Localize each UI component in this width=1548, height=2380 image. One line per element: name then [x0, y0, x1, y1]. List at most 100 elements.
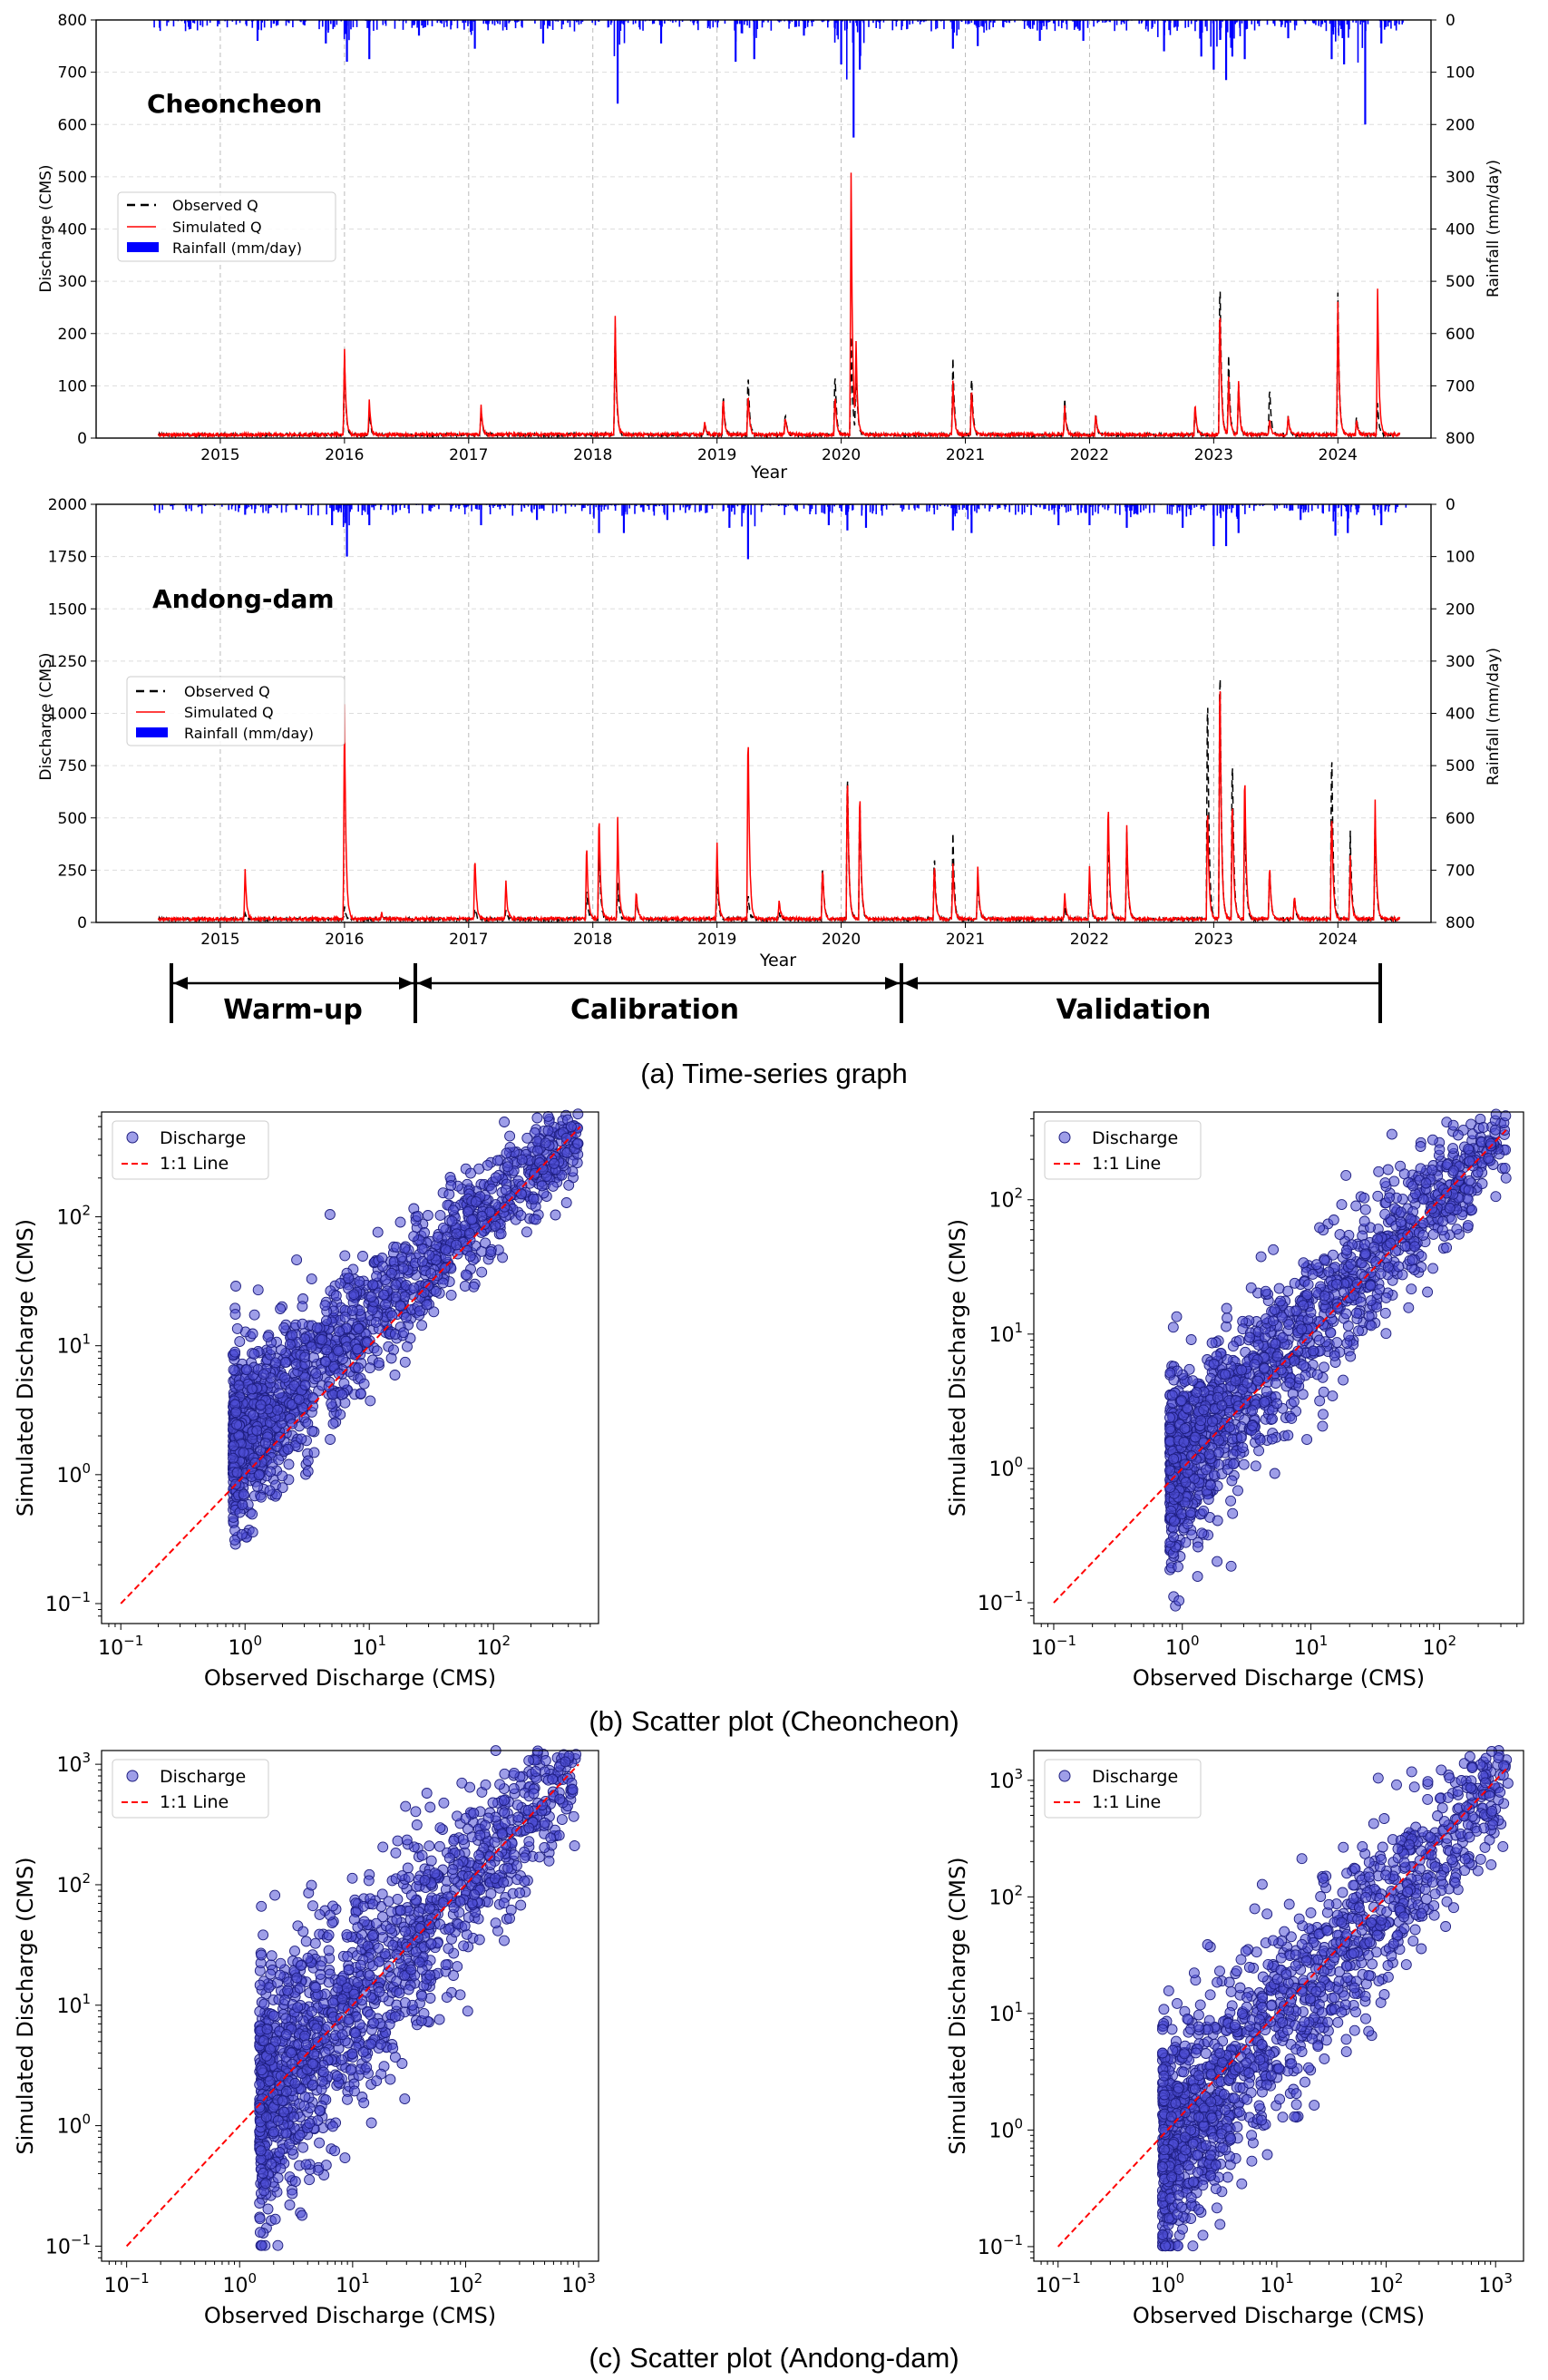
scatter-point — [287, 1418, 298, 1429]
ts-andong-y2label: Rainfall (mm/day) — [1485, 648, 1503, 785]
scatter-point — [1227, 1507, 1239, 1519]
scatter-point — [563, 1179, 575, 1191]
x-tick-label: 2017 — [449, 931, 488, 949]
scatter-point — [308, 1351, 319, 1363]
scatter-point — [516, 1154, 528, 1166]
scatter-point — [1386, 1128, 1397, 1140]
scatter-point — [371, 1345, 383, 1357]
y2-tick-label: 700 — [1446, 862, 1475, 880]
scatter-point — [293, 1394, 305, 1405]
scatter-point — [521, 1226, 532, 1238]
scatter-point — [307, 1425, 318, 1437]
scatter-point — [255, 1399, 267, 1410]
scatter-point — [1221, 1302, 1232, 1314]
scatter-point — [1314, 1395, 1326, 1407]
scatter-point — [273, 1388, 285, 1400]
scatter-point — [390, 1291, 402, 1302]
scatter-point — [408, 1231, 420, 1243]
scatter-point — [1185, 1334, 1197, 1345]
scatter-point — [430, 1286, 442, 1297]
scatter-point — [1336, 1199, 1348, 1211]
scatter-point — [1441, 1242, 1453, 1253]
scatter-point — [1476, 1178, 1488, 1189]
scatter-point — [308, 1447, 320, 1458]
y-tick-label: 600 — [58, 116, 87, 134]
scatter-point — [1334, 1229, 1346, 1241]
ts-cheoncheon-legend-simulated: Simulated Q — [172, 219, 262, 236]
scatter-point — [335, 1409, 346, 1420]
scatter-point — [542, 1125, 554, 1136]
y2-tick-label: 800 — [1446, 914, 1475, 932]
scatter-point — [422, 1210, 433, 1221]
x-tick-label: 2020 — [822, 446, 861, 464]
scatter-point — [1490, 1191, 1502, 1203]
scatter-point — [1463, 1143, 1475, 1155]
scatter-point — [229, 1309, 241, 1321]
y-tick-label: 700 — [58, 64, 87, 83]
scatter-point — [353, 1322, 365, 1334]
scatter-point — [445, 1180, 457, 1192]
scatter-point — [434, 1209, 446, 1221]
scatter-point — [1232, 1485, 1243, 1497]
scatter-point — [1318, 1409, 1329, 1420]
scatter-point — [1250, 1460, 1261, 1472]
scatter-point — [1289, 1277, 1300, 1289]
scatter-point — [412, 1211, 424, 1222]
scatter-point — [1342, 1320, 1354, 1331]
scatter-point — [247, 1508, 258, 1520]
scatter-point — [1298, 1257, 1309, 1269]
scatter-legend: Discharge 1:1 Line — [112, 1120, 269, 1180]
scatter-point — [1499, 1162, 1511, 1174]
scatter-point — [346, 1304, 358, 1316]
scatter-point — [385, 1352, 397, 1364]
period-label-warmup: Warm-up — [223, 994, 363, 1026]
scatter-point — [353, 1362, 365, 1374]
ts-andong-legend-box — [126, 676, 346, 746]
scatter-point — [437, 1222, 449, 1234]
scatter-point — [279, 1357, 291, 1369]
scatter-point — [291, 1254, 303, 1266]
scatter-point — [1373, 1166, 1385, 1177]
scatter-point — [247, 1328, 258, 1340]
scatter-point — [445, 1289, 457, 1301]
x-tick-label: 2024 — [1319, 446, 1358, 464]
scatter-point — [338, 1378, 350, 1390]
scatter-point — [316, 1333, 328, 1345]
scatter-point — [402, 1341, 413, 1352]
scatter-point — [1345, 1351, 1357, 1362]
ts-andong-legend: Observed Q Simulated Q Rainfall (mm/day) — [126, 676, 346, 746]
scatter-point — [231, 1322, 243, 1334]
x-axis-label: Observed Discharge (CMS) — [204, 1665, 496, 1691]
y-tick-label: 0 — [77, 430, 87, 448]
scatter-point — [343, 1273, 355, 1284]
scatter-point — [238, 1488, 249, 1500]
scatter-point — [396, 1252, 408, 1263]
y-tick-label: 500 — [58, 810, 87, 828]
scatter-point — [459, 1281, 471, 1292]
scatter-point — [515, 1210, 527, 1222]
scatter-point — [1366, 1320, 1377, 1331]
y-tick-label: 0 — [77, 914, 87, 932]
y-tick-label: 1000 — [48, 706, 87, 724]
scatter-point — [228, 1364, 239, 1376]
x-tick-label: 2018 — [573, 931, 612, 949]
y-tick-label: 1500 — [48, 600, 87, 619]
scatter-point — [443, 1188, 455, 1200]
scatter-point — [446, 1215, 458, 1227]
scatter-point — [1345, 1258, 1357, 1270]
scatter-point — [1227, 1341, 1239, 1352]
scatter-point — [230, 1407, 242, 1419]
y-tick-label: 800 — [58, 12, 87, 30]
scatter-point — [464, 1251, 476, 1263]
scatter-cheoncheon-calibration: 10−1 100 101 102 10−1 100 101 102 Discharge 1:1 L… — [13, 1108, 599, 1691]
scatter-point — [1340, 1169, 1352, 1181]
period-bar: Warm-up Calibration Validation — [170, 963, 1382, 1026]
scatter-point — [398, 1327, 409, 1339]
scatter-point — [352, 1343, 363, 1355]
scatter-point — [1338, 1374, 1349, 1386]
scatter-point — [1353, 1325, 1364, 1337]
y2-tick-label: 600 — [1446, 810, 1475, 828]
scatter-point — [330, 1290, 342, 1302]
scatter-point — [299, 1351, 311, 1363]
scatter-point — [275, 1303, 287, 1314]
